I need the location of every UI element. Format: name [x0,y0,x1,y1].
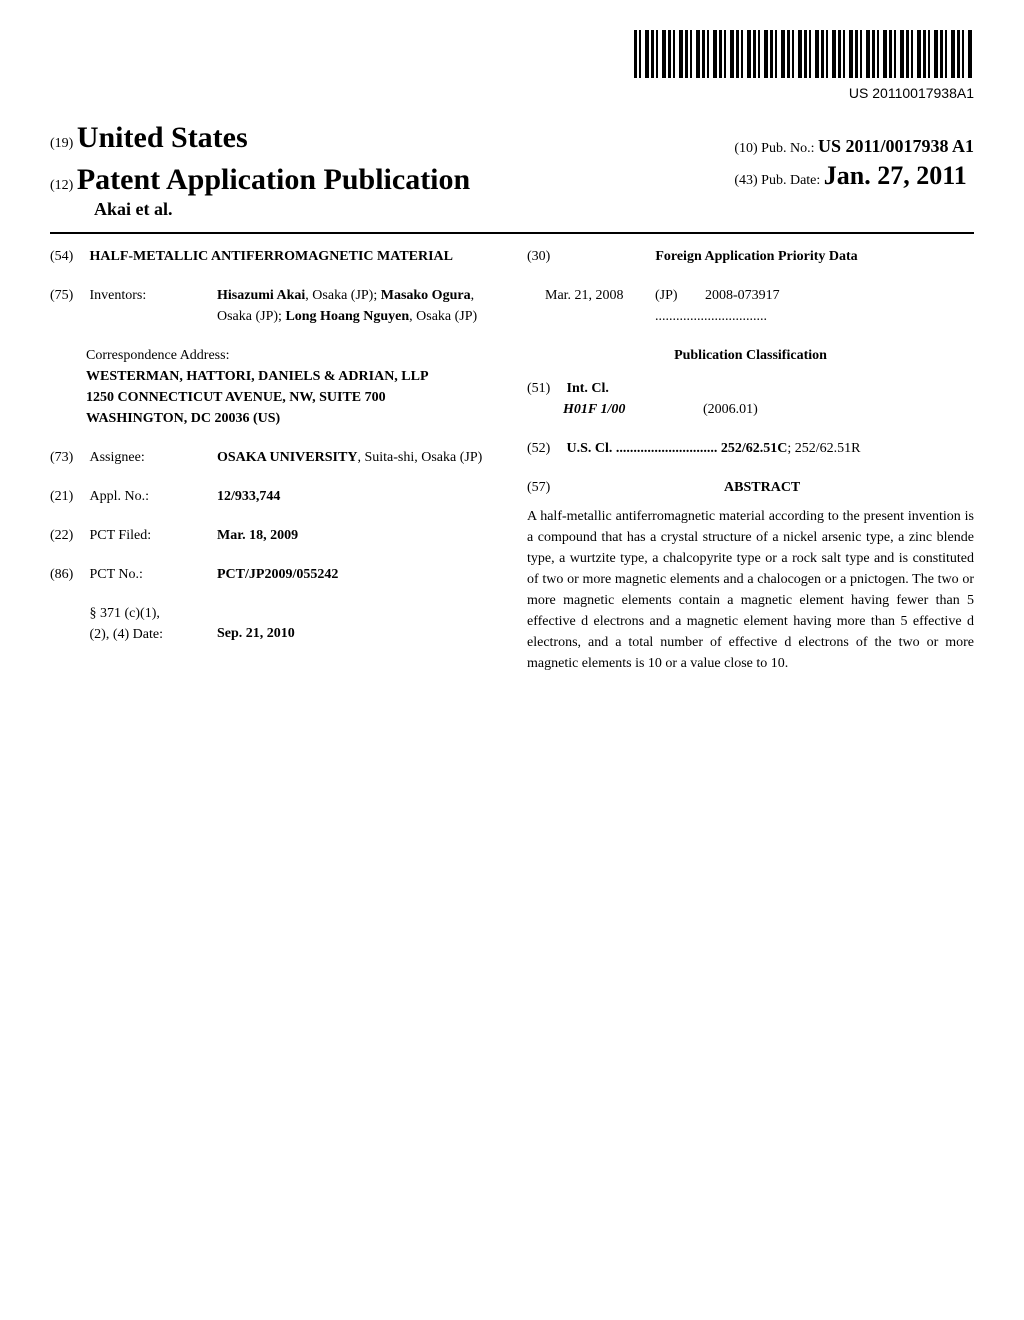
assignee-loc: , Suita-shi, Osaka (JP) [357,450,482,465]
inventors-text: Hisazumi Akai, Osaka (JP); Masako Ogura,… [217,285,497,327]
doc-type: Patent Application Publication [77,163,470,196]
inventor-name: Masako Ogura [381,288,471,303]
s371-label2: (2), (4) Date: [90,627,163,642]
intcl-label: Int. Cl. [567,381,609,396]
correspondence-line: 1250 CONNECTICUT AVENUE, NW, SUITE 700 [86,387,497,408]
priority-header: Foreign Application Priority Data [567,246,947,267]
inventors-block: (75) Inventors: Hisazumi Akai, Osaka (JP… [50,285,497,327]
pub-no: US 2011/0017938 A1 [818,136,974,156]
barcode-graphic [634,30,974,78]
priority-no: 2008-073917 [705,285,780,327]
classification-header: Publication Classification [527,345,974,366]
pub-date-code: (43) [734,173,757,188]
pct-filed-label: PCT Filed: [90,525,214,546]
abstract-code: (57) [527,477,550,498]
assignee-block: (73) Assignee: OSAKA UNIVERSITY, Suita-s… [50,447,497,468]
priority-row: Mar. 21, 2008 (JP) 2008-073917 [545,285,974,327]
barcode-number: US 20110017938A1 [50,85,974,101]
inventor-name: Hisazumi Akai [217,288,305,303]
pct-no-code: (86) [50,564,86,585]
header-right: (10) Pub. No.: US 2011/0017938 A1 (43) P… [734,136,974,191]
assignee-code: (73) [50,447,86,468]
s371-label1: § 371 (c)(1), [90,606,160,621]
correspondence-block: Correspondence Address: WESTERMAN, HATTO… [86,345,497,429]
inventors-label: Inventors: [90,285,214,306]
uscl-label: U.S. Cl. [567,441,721,456]
appl-code: (21) [50,486,86,507]
correspondence-line: WESTERMAN, HATTORI, DANIELS & ADRIAN, LL… [86,366,497,387]
pct-filed: Mar. 18, 2009 [217,528,298,543]
intcl-class: H01F 1/00 [563,399,703,420]
pub-date-label: Pub. Date: [761,173,820,188]
title-code: (54) [50,246,86,267]
abstract-text: A half-metallic antiferromagnetic materi… [527,506,974,674]
pub-no-code: (10) [734,141,757,156]
doc-type-code: (12) [50,178,73,193]
intcl-row: H01F 1/00 (2006.01) [563,399,974,420]
left-column: (54) HALF-METALLIC ANTIFERROMAGNETIC MAT… [50,246,497,674]
priority-date: Mar. 21, 2008 [545,285,655,327]
title-text: HALF-METALLIC ANTIFERROMAGNETIC MATERIAL [90,246,470,267]
appl-label: Appl. No.: [90,486,214,507]
s371-block: § 371 (c)(1), (2), (4) Date: Sep. 21, 20… [50,603,497,645]
priority-code: (30) [527,246,563,267]
pct-no-block: (86) PCT No.: PCT/JP2009/055242 [50,564,497,585]
uscl-code: (52) [527,438,563,459]
uscl-block: (52) U.S. Cl. 252/62.51C; 252/62.51R [527,438,974,459]
priority-country: (JP) [655,285,705,327]
pub-no-label: Pub. No.: [761,141,814,156]
title-block: (54) HALF-METALLIC ANTIFERROMAGNETIC MAT… [50,246,497,267]
uscl-value: 252/62.51C [721,441,788,456]
assignee-name: OSAKA UNIVERSITY [217,450,357,465]
abstract-block: (57) ABSTRACT A half-metallic antiferrom… [527,477,974,674]
jurisdiction-name: United States [77,121,248,154]
pub-date: Jan. 27, 2011 [824,161,967,190]
intcl-code: (51) [527,378,563,399]
pct-no: PCT/JP2009/055242 [217,567,338,582]
columns: (54) HALF-METALLIC ANTIFERROMAGNETIC MAT… [50,246,974,674]
s371-date: Sep. 21, 2010 [217,603,295,644]
pub-date-line: (43) Pub. Date: Jan. 27, 2011 [734,161,974,191]
pct-filed-block: (22) PCT Filed: Mar. 18, 2009 [50,525,497,546]
inventor-name: Long Hoang Nguyen [285,309,409,324]
divider [50,232,974,234]
abstract-header: ABSTRACT [724,480,800,495]
uscl-value2: ; 252/62.51R [787,441,860,456]
intcl-date: (2006.01) [703,399,758,420]
intcl-content: H01F 1/00 (2006.01) [563,399,974,420]
pct-no-label: PCT No.: [90,564,214,585]
s371-label: § 371 (c)(1), (2), (4) Date: [90,603,214,645]
pub-no-line: (10) Pub. No.: US 2011/0017938 A1 [734,136,974,157]
assignee-value: OSAKA UNIVERSITY, Suita-shi, Osaka (JP) [217,447,497,468]
jurisdiction-code: (19) [50,136,73,151]
correspondence-line: WASHINGTON, DC 20036 (US) [86,408,497,429]
appl-block: (21) Appl. No.: 12/933,744 [50,486,497,507]
appl-no: 12/933,744 [217,489,280,504]
priority-block: (30) Foreign Application Priority Data [527,246,974,267]
intcl-block: (51) Int. Cl. H01F 1/00 (2006.01) [527,378,974,420]
barcode-section: US 20110017938A1 [50,30,974,101]
correspondence-label: Correspondence Address: [86,345,497,366]
inventor-loc: , Osaka (JP); [305,288,377,303]
authors-header: Akai et al. [94,199,974,220]
abstract-header-row: (57) ABSTRACT [527,477,974,498]
pct-filed-code: (22) [50,525,86,546]
right-column: (30) Foreign Application Priority Data M… [527,246,974,674]
inventors-code: (75) [50,285,86,306]
assignee-label: Assignee: [90,447,214,468]
inventor-loc: , Osaka (JP) [409,309,477,324]
